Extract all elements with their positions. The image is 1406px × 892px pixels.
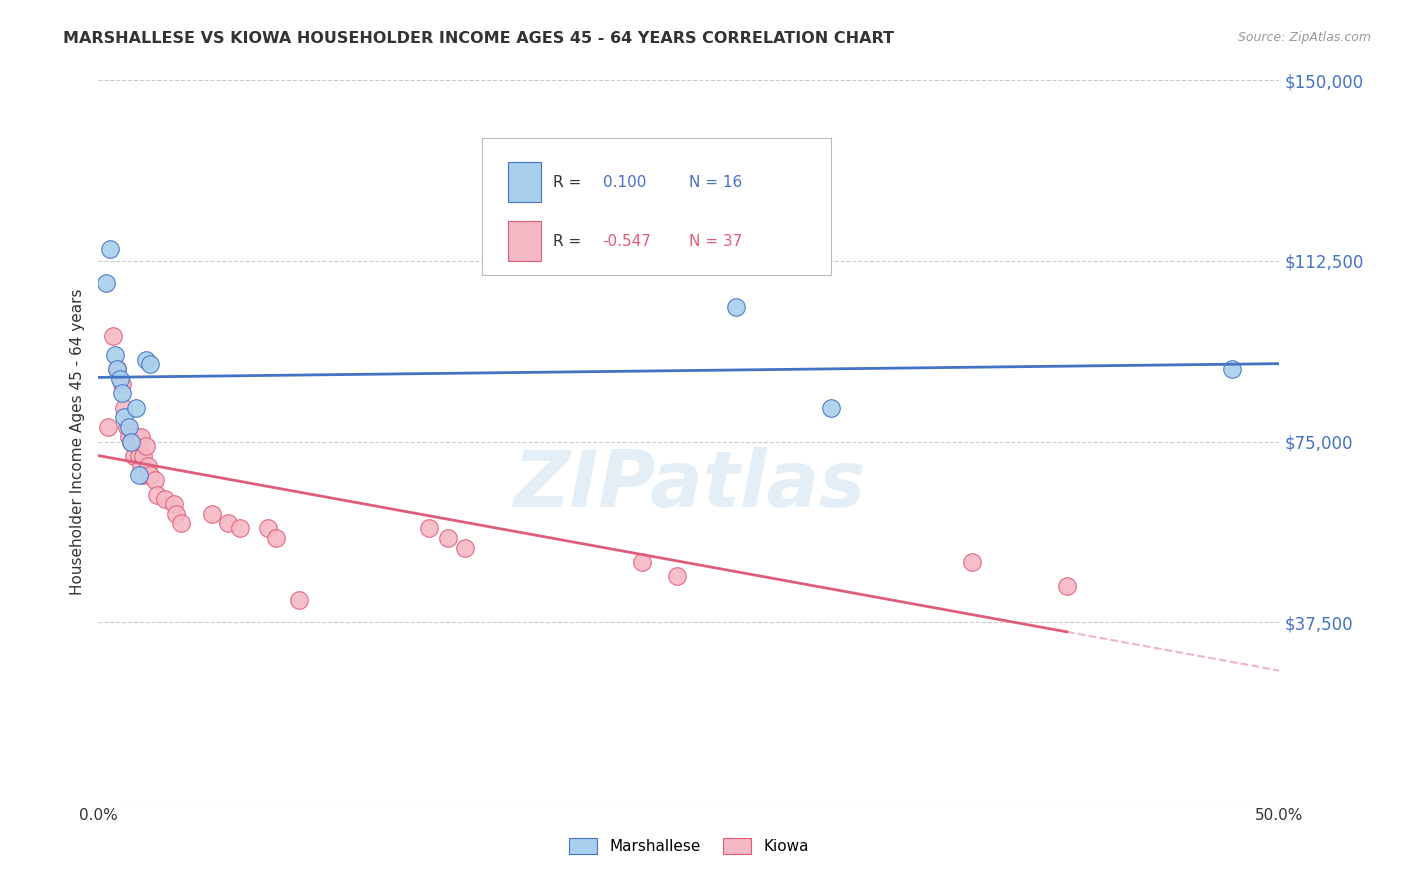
Point (94, 276, 117, 290)
Text: 0.100: 0.100 (603, 175, 647, 190)
Point (666, 569, 689, 583)
Point (121, 434, 143, 449)
Point (128, 468, 150, 483)
Point (135, 352, 157, 367)
Point (125, 401, 148, 415)
Point (257, 521, 280, 535)
Bar (508, 162, 541, 202)
Point (128, 449, 150, 463)
Point (97, 420, 120, 434)
Point (115, 420, 138, 434)
Text: ZIPatlas: ZIPatlas (513, 447, 865, 523)
Point (201, 507, 224, 521)
Point (229, 521, 252, 535)
Text: R =: R = (553, 234, 586, 249)
Point (111, 376, 134, 391)
Point (112, 410, 135, 425)
Point (217, 516, 239, 531)
Text: N = 16: N = 16 (689, 175, 742, 190)
Point (153, 492, 176, 507)
Point (105, 362, 128, 376)
Point (418, 521, 440, 535)
Point (129, 458, 152, 473)
Point (129, 430, 152, 444)
Text: -0.547: -0.547 (603, 234, 651, 249)
Point (104, 348, 127, 362)
Point (165, 507, 187, 521)
Point (135, 439, 157, 453)
Point (170, 516, 193, 531)
Point (132, 468, 155, 483)
Point (112, 401, 135, 415)
Point (962, 555, 984, 569)
Point (118, 430, 141, 444)
Point (1220, 362, 1243, 376)
Point (101, 328, 124, 343)
Point (1056, 579, 1078, 593)
Point (121, 434, 143, 449)
Point (288, 593, 311, 607)
Bar (508, 221, 541, 261)
Point (132, 449, 155, 463)
Point (105, 362, 128, 376)
Point (437, 531, 460, 545)
Y-axis label: Householder Income Ages 45 - 64 years: Householder Income Ages 45 - 64 years (69, 288, 84, 595)
Point (725, 300, 748, 314)
Point (122, 449, 145, 463)
Point (125, 430, 148, 444)
Point (264, 531, 287, 545)
Point (453, 541, 475, 555)
Point (118, 420, 141, 434)
Point (630, 555, 652, 569)
FancyBboxPatch shape (482, 138, 831, 276)
Point (98, 242, 121, 256)
Legend: Marshallese, Kiowa: Marshallese, Kiowa (564, 832, 814, 860)
Text: N = 37: N = 37 (689, 234, 742, 249)
Point (139, 358, 162, 372)
Point (143, 473, 166, 487)
Point (108, 372, 131, 386)
Text: R =: R = (553, 175, 586, 190)
Point (136, 458, 159, 473)
Text: MARSHALLESE VS KIOWA HOUSEHOLDER INCOME AGES 45 - 64 YEARS CORRELATION CHART: MARSHALLESE VS KIOWA HOUSEHOLDER INCOME … (63, 31, 894, 46)
Point (111, 386, 134, 401)
Point (139, 468, 162, 483)
Point (146, 487, 169, 501)
Point (163, 497, 186, 511)
Text: Source: ZipAtlas.com: Source: ZipAtlas.com (1237, 31, 1371, 45)
Point (820, 401, 842, 415)
